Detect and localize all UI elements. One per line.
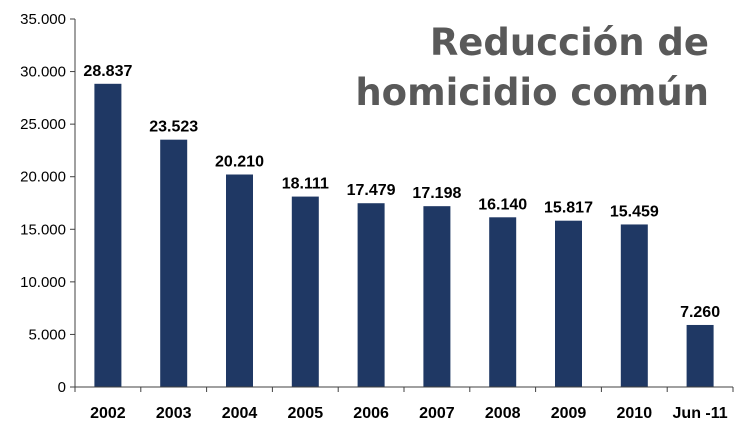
data-label: 16.140 (478, 196, 527, 213)
data-label: 17.198 (412, 185, 461, 202)
y-tick-label: 15.000 (20, 221, 66, 238)
y-tick-label: 5.000 (28, 326, 66, 343)
x-tick-label: 2005 (288, 405, 324, 422)
x-tick-label: 2006 (353, 405, 389, 422)
x-axis: 2002 2003 2004 2005 2006 2007 2008 2009 2010 Jun … (74, 386, 734, 422)
chart-title: Reducción de homicidio común (355, 18, 709, 118)
x-tick-label: 2004 (222, 405, 258, 422)
data-label: 15.459 (610, 203, 659, 220)
y-tick-label: 25.000 (20, 116, 66, 133)
y-axis: 0 5.000 10.000 15.000 20.000 25.000 30.000 35.0… (20, 11, 76, 396)
bar (489, 217, 517, 387)
data-label: 28.837 (83, 63, 132, 80)
y-tick-label: 20.000 (20, 169, 66, 186)
chart-title-line-1: Reducción de (429, 21, 709, 64)
bar (423, 206, 451, 387)
x-tick-label: 2007 (419, 405, 455, 422)
data-label: 23.523 (149, 119, 198, 136)
data-label: 15.817 (544, 200, 593, 217)
y-tick-label: 35.000 (20, 11, 66, 28)
x-tick-label: 2002 (90, 405, 126, 422)
y-tick-label: 0 (58, 379, 66, 396)
data-label: 20.210 (215, 154, 264, 171)
x-tick-label: 2008 (485, 405, 521, 422)
bar (357, 203, 385, 387)
bar (291, 196, 319, 387)
x-tick-label: Jun -11 (673, 405, 728, 422)
bar (555, 220, 582, 387)
x-tick-label: 2009 (551, 405, 587, 422)
y-tick-label: 10.000 (20, 274, 66, 291)
bar (226, 174, 253, 387)
y-tick-label: 30.000 (20, 64, 66, 81)
data-label: 17.479 (347, 182, 396, 199)
bars (94, 83, 714, 387)
bar (94, 83, 122, 387)
bar (160, 139, 188, 387)
chart-title-line-2: homicidio común (355, 71, 709, 114)
bar (620, 224, 648, 387)
x-tick-label: 2003 (156, 405, 192, 422)
data-label: 18.111 (282, 176, 329, 193)
bar (686, 324, 714, 387)
data-label: 7.260 (680, 304, 720, 321)
data-labels: 28.837 23.523 20.210 18.111 17.479 17.198 16.1… (83, 63, 720, 321)
x-tick-label: 2010 (617, 405, 653, 422)
